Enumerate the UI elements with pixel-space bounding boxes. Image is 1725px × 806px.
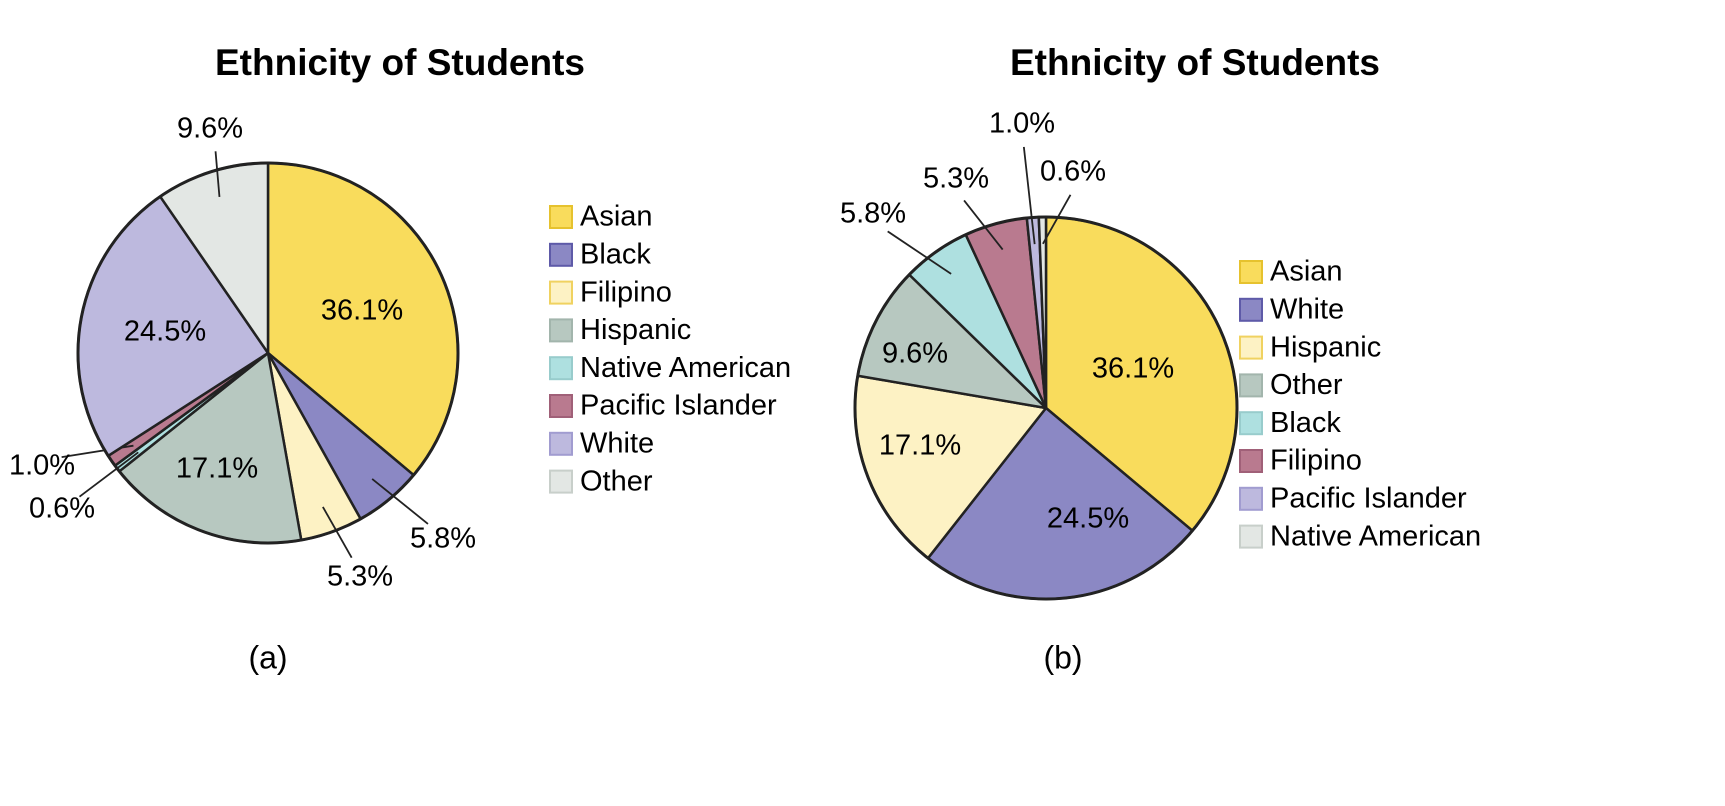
data-label-native-american: 0.6% — [29, 493, 95, 525]
legend-swatch-pacific-islander — [1239, 486, 1263, 511]
chart-caption: (a) — [248, 639, 287, 675]
legend-label-white: White — [580, 427, 654, 459]
leader-line-native-american — [78, 451, 139, 498]
chart-title: Ethnicity of Students — [1010, 42, 1380, 83]
legend-label-black: Black — [1270, 407, 1341, 439]
leader-line-pacific-islander — [1022, 146, 1036, 245]
legend-swatch-asian — [1239, 260, 1263, 284]
leader-line-other — [214, 151, 221, 198]
legend-swatch-pacific-islander — [549, 394, 573, 418]
legend-swatch-native-american — [549, 356, 573, 381]
legend-swatch-white — [1239, 297, 1263, 322]
data-label-filipino: 5.3% — [327, 561, 393, 593]
data-label-other: 9.6% — [177, 113, 243, 145]
data-label-hispanic: 17.1% — [879, 430, 961, 462]
legend-label-white: White — [1270, 293, 1344, 325]
legend-swatch-black — [549, 242, 573, 267]
legend-swatch-asian — [549, 205, 573, 229]
legend-swatch-other — [549, 469, 573, 494]
pie-chart-a: Ethnicity of Students 36.1% Asian 5.8% Black… — [9, 42, 791, 675]
data-label-asian: 36.1% — [321, 295, 403, 327]
chart-caption: (b) — [1043, 639, 1082, 675]
legend-label-black: Black — [580, 238, 651, 270]
leader-line-filipino — [322, 506, 353, 559]
legend-label-other: Other — [580, 465, 653, 497]
data-label-pacific-islander: 1.0% — [989, 108, 1055, 140]
legend-label-other: Other — [1270, 369, 1343, 401]
legend-label-native-american: Native American — [580, 352, 791, 384]
pie-outline — [853, 215, 1239, 601]
legend-swatch-black — [1239, 411, 1263, 436]
data-label-black: 5.8% — [840, 198, 906, 230]
data-label-filipino: 5.3% — [923, 163, 989, 195]
legend-swatch-filipino — [549, 280, 573, 305]
data-label-other: 9.6% — [882, 338, 948, 370]
data-label-native-american: 0.6% — [1040, 156, 1106, 188]
legend-label-pacific-islander: Pacific Islander — [1270, 482, 1467, 514]
data-label-pacific-islander: 1.0% — [9, 450, 75, 482]
chart-title: Ethnicity of Students — [215, 42, 585, 83]
leader-line-native-american — [1042, 194, 1072, 245]
data-label-black: 5.8% — [410, 523, 476, 555]
legend-swatch-hispanic — [549, 318, 573, 343]
pie-outline — [76, 161, 460, 545]
legend-swatch-hispanic — [1239, 335, 1263, 360]
legend-swatch-filipino — [1239, 449, 1263, 473]
leader-line-filipino — [963, 199, 1004, 251]
data-label-white: 24.5% — [124, 316, 206, 348]
legend-swatch-white — [549, 431, 573, 456]
pie-chart-b: Ethnicity of Students 36.1% Asian 24.5% Whit… — [840, 42, 1481, 675]
legend-label-asian: Asian — [580, 201, 653, 233]
data-label-white: 24.5% — [1047, 503, 1129, 535]
legend-label-pacific-islander: Pacific Islander — [580, 390, 777, 422]
leader-line-black — [371, 478, 429, 525]
legend-label-native-american: Native American — [1270, 520, 1481, 552]
legend-swatch-other — [1239, 373, 1263, 398]
legend-label-filipino: Filipino — [1270, 445, 1362, 477]
legend-label-asian: Asian — [1270, 256, 1343, 288]
legend-label-hispanic: Hispanic — [580, 314, 691, 346]
data-label-hispanic: 17.1% — [176, 453, 258, 485]
legend-label-filipino: Filipino — [580, 276, 672, 308]
leader-line-black — [887, 230, 952, 275]
data-label-asian: 36.1% — [1092, 353, 1174, 385]
legend-label-hispanic: Hispanic — [1270, 331, 1381, 363]
legend-swatch-native-american — [1239, 524, 1263, 549]
